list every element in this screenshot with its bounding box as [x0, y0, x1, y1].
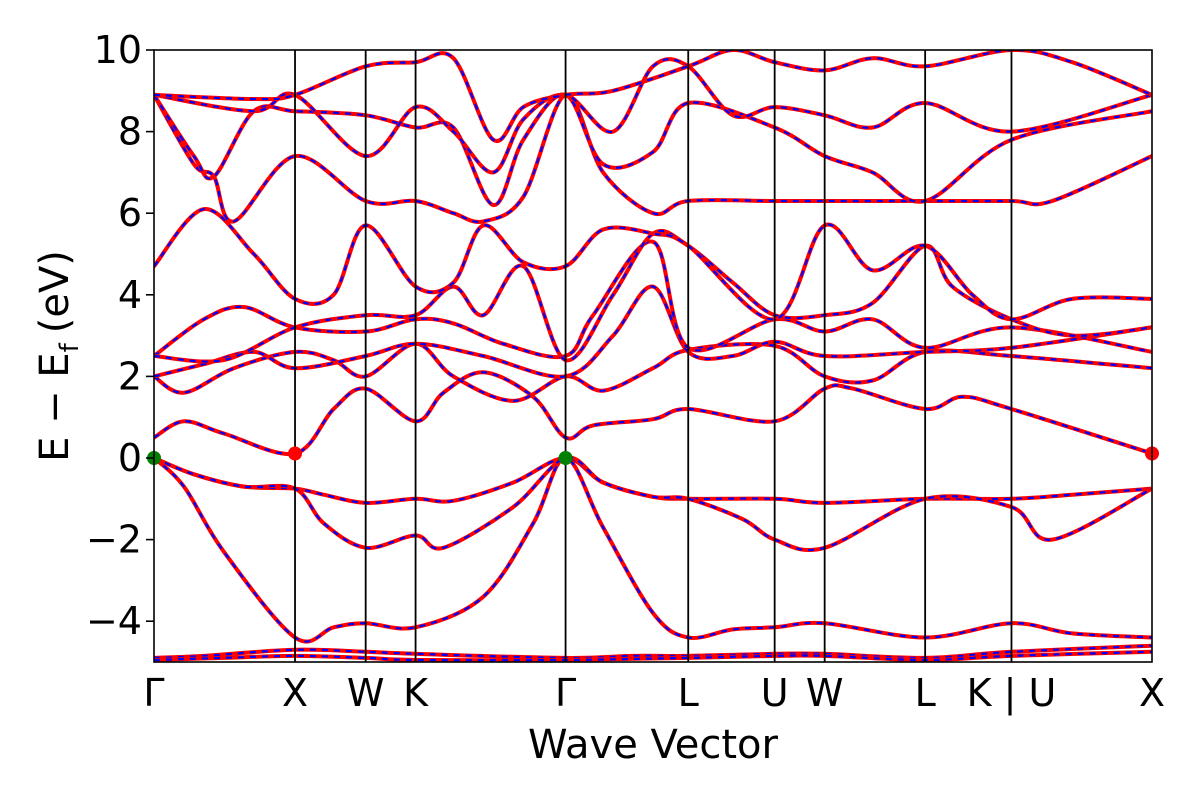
band-14-blue-dashed	[154, 58, 1152, 174]
band-10-blue-dashed	[154, 229, 1152, 363]
x-tick-label: U	[761, 671, 789, 715]
band-1-blue-dashed	[154, 644, 1152, 660]
x-tick-label: Γ	[555, 671, 576, 715]
x-tick-label: K | U	[967, 671, 1057, 716]
band-5-blue-dashed	[154, 456, 1152, 552]
band-8-blue-dashed	[154, 285, 1152, 378]
x-tick-label: K	[403, 671, 429, 715]
kpoint-lines	[294, 50, 1013, 662]
band-2-blue-dashed	[154, 650, 1152, 662]
y-axis-title-subscript: f	[55, 342, 85, 352]
band-7-blue-dashed	[154, 342, 1152, 403]
band-3-red-solid	[154, 456, 1152, 644]
band-6-red-solid	[154, 370, 1152, 457]
band-edge-marker	[558, 451, 573, 465]
band-6-blue-dashed	[154, 371, 1152, 456]
y-axis-title: E − Ef (eV)	[32, 250, 85, 462]
y-tick-label: −2	[86, 518, 142, 562]
y-tick-label: 0	[118, 436, 142, 480]
plot-frame	[153, 49, 1153, 663]
y-axis-title-unit: (eV)	[32, 250, 78, 333]
band-9-red-solid	[154, 239, 1152, 360]
x-tick-label: L	[915, 671, 936, 715]
band-8-red-solid	[154, 284, 1152, 379]
y-tick-label: −4	[86, 599, 142, 643]
x-tick-label: W	[806, 671, 844, 715]
band-9-blue-dashed	[154, 240, 1152, 359]
band-edge-marker	[288, 446, 303, 461]
y-axis-title-main: E − E	[32, 352, 78, 462]
x-axis-title: Wave Vector	[528, 722, 779, 768]
band-edge-markers	[147, 446, 1159, 465]
x-tick-label: X	[1139, 671, 1165, 715]
band-10-red-solid	[154, 228, 1152, 364]
x-tick-label: X	[282, 671, 308, 715]
x-tick-label: L	[678, 671, 699, 715]
x-tick-label: Γ	[143, 671, 164, 715]
y-tick-label: 6	[118, 191, 142, 235]
band-13-blue-dashed	[154, 93, 1152, 207]
bands-layer	[154, 50, 1152, 662]
band-11-blue-dashed	[154, 207, 1152, 321]
band-13-red-solid	[154, 92, 1152, 207]
band-7-red-solid	[154, 341, 1152, 403]
band-15-red-solid	[154, 50, 1152, 144]
y-tick-label: 2	[118, 354, 142, 398]
band-15-blue-dashed	[154, 50, 1152, 143]
x-tick-label: W	[347, 671, 385, 715]
y-tick-label: 4	[118, 273, 142, 317]
y-tick-label: 10	[94, 28, 142, 72]
y-tick-label: 8	[118, 110, 142, 154]
y-axis: −4 −2 0 2 4 6 8 10	[86, 28, 154, 643]
band-12-red-solid	[154, 92, 1152, 224]
